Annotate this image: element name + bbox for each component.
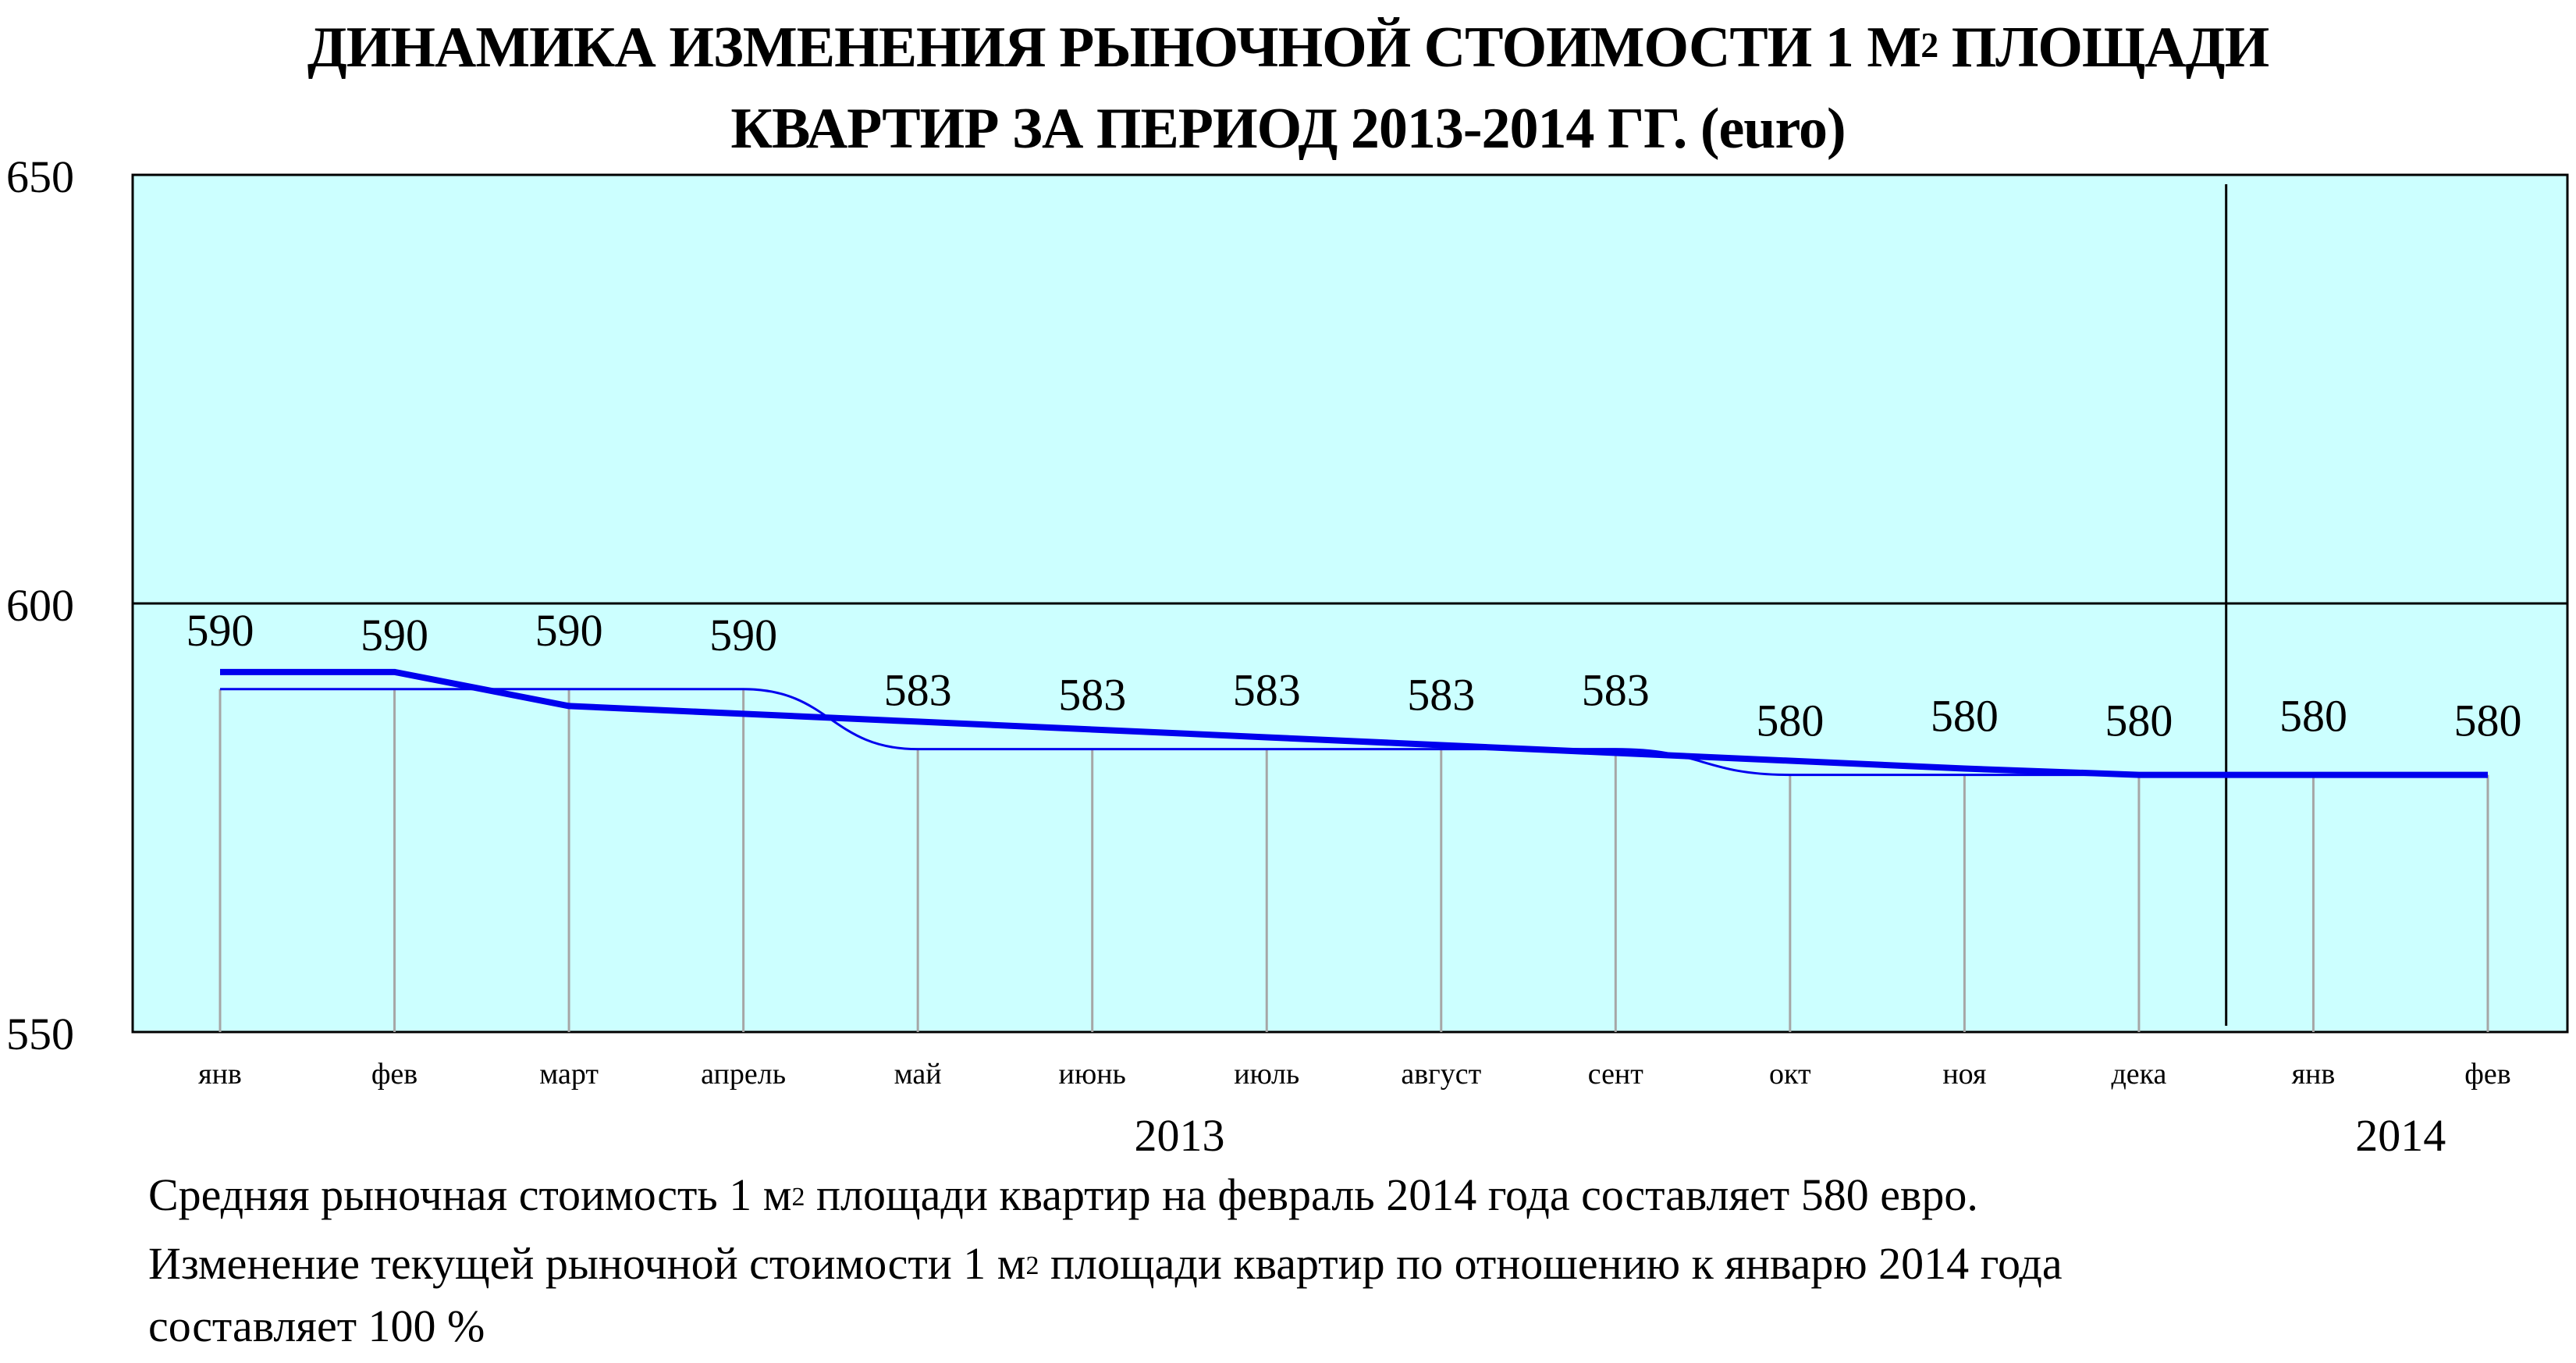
chart-title-line-2: КВАРТИР ЗА ПЕРИОД 2013-2014 ГГ. (euro) — [730, 97, 1846, 161]
footer-text-1b: площади квартир на февраль 2014 года сос… — [805, 1169, 1978, 1220]
data-label: 580 — [1931, 691, 1999, 742]
data-label: 590 — [361, 610, 428, 660]
data-label: 580 — [2279, 691, 2347, 742]
x-tick-label: фев — [2464, 1058, 2510, 1091]
chart-title-line-1: ДИНАМИКА ИЗМЕНЕНИЯ РЫНОЧНОЙ СТОИМОСТИ 1 … — [0, 19, 2576, 77]
title-text-a: ДИНАМИКА ИЗМЕНЕНИЯ РЫНОЧНОЙ СТОИМОСТИ 1 … — [307, 16, 1921, 80]
footer-text-2a: Изменение текущей рыночной стоимости 1 м — [148, 1238, 1026, 1289]
series-line-thick — [220, 668, 2488, 778]
x-tick-label: март — [539, 1058, 599, 1091]
x-tick-label: янв — [198, 1058, 242, 1091]
data-label: 590 — [535, 605, 603, 656]
x-tick-label: окт — [1769, 1058, 1811, 1091]
data-label: 580 — [2105, 696, 2173, 746]
data-label: 590 — [187, 605, 254, 656]
y-tick-label: 550 — [6, 1009, 74, 1059]
x-tick-label: сент — [1588, 1058, 1644, 1091]
footer-line-2: Изменение текущей рыночной стоимости 1 м… — [148, 1241, 2063, 1286]
footer-line-3: составляет 100 % — [148, 1301, 485, 1351]
data-label: 590 — [709, 610, 777, 660]
data-label: 580 — [2454, 696, 2522, 746]
footer-text-1a: Средняя рыночная стоимость 1 м — [148, 1169, 792, 1220]
x-tick-label: июнь — [1058, 1058, 1125, 1091]
footer-superscript-1: 2 — [791, 1183, 805, 1212]
year-label: 2014 — [2355, 1110, 2446, 1161]
title-superscript: 2 — [1920, 25, 1938, 65]
data-label: 583 — [1233, 665, 1301, 716]
x-tick-label: май — [894, 1058, 942, 1091]
data-label: 583 — [884, 665, 952, 716]
x-tick-label: фев — [371, 1058, 417, 1091]
x-tick-label: дека — [2111, 1058, 2166, 1091]
x-tick-label: июль — [1234, 1058, 1299, 1091]
y-tick-label: 600 — [6, 580, 74, 631]
x-tick-label: август — [1401, 1058, 1481, 1091]
data-label: 580 — [1756, 696, 1824, 746]
x-tick-label: ноя — [1942, 1058, 1986, 1091]
data-label: 583 — [1582, 665, 1650, 716]
y-tick-label: 650 — [6, 151, 74, 202]
footer-text-2b: площади квартир по отношению к январю 20… — [1039, 1238, 2063, 1289]
footer-line-1: Средняя рыночная стоимость 1 м2 площади … — [148, 1173, 1978, 1218]
x-tick-label: апрель — [701, 1058, 786, 1091]
x-tick-label: янв — [2292, 1058, 2336, 1091]
title-text-b: ПЛОЩАДИ — [1938, 16, 2269, 80]
data-label: 583 — [1407, 670, 1475, 721]
footer-superscript-2: 2 — [1025, 1251, 1039, 1280]
year-label: 2013 — [1134, 1110, 1224, 1161]
data-label: 583 — [1058, 670, 1126, 721]
